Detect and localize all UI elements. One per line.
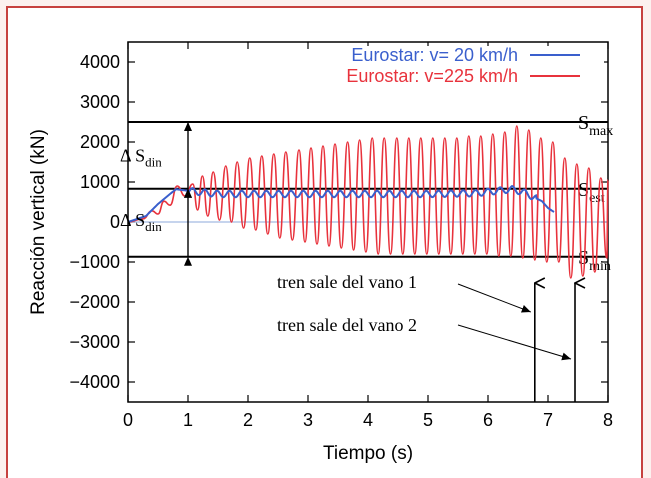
y-tick-label: 1000 <box>80 172 120 192</box>
legend: Eurostar: v= 20 km/h Eurostar: v=225 km/… <box>310 45 604 90</box>
y-tick-label: −3000 <box>69 332 120 352</box>
y-tick-label: 3000 <box>80 92 120 112</box>
x-tick-label: 5 <box>423 410 433 430</box>
x-tick-label: 8 <box>603 410 613 430</box>
x-tick-label: 3 <box>303 410 313 430</box>
label-bg-vano-1 <box>275 268 451 294</box>
y-tick-label: −4000 <box>69 372 120 392</box>
x-tick-label: 4 <box>363 410 373 430</box>
x-tick-label: 7 <box>543 410 553 430</box>
legend-background <box>310 46 604 90</box>
delta-s-din-label-lower: Δ Sdin <box>120 210 162 234</box>
annotation-tren-sale-vano-1: tren sale del vano 1 <box>277 272 417 292</box>
pointer-arrow-vano-1 <box>457 283 531 313</box>
pointer-arrow-vano-2 <box>457 324 572 361</box>
series-line-225kmh <box>127 125 609 279</box>
y-tick-label: −1000 <box>69 252 120 272</box>
y-axis-ticks: 4000 3000 2000 1000 0 −1000 −2000 −3000 −4000 <box>69 52 608 392</box>
x-axis-ticks: 0 1 2 3 4 5 6 7 8 <box>123 42 613 430</box>
annotation-tren-sale-vano-2: tren sale del vano 2 <box>277 315 417 335</box>
series-line-20kmh <box>127 184 555 223</box>
reference-lines: Smax Sest Smin <box>128 112 613 274</box>
x-tick-label: 1 <box>183 410 193 430</box>
y-tick-label: 2000 <box>80 132 120 152</box>
y-tick-label: −2000 <box>69 292 120 312</box>
label-bg-vano-2 <box>275 311 451 337</box>
reference-label-smax: Smax <box>578 112 613 139</box>
reference-label-smin: Smin <box>578 247 611 274</box>
delta-s-din-label-upper: Δ Sdin <box>120 145 162 169</box>
y-axis-label: Reacción vertical (kN) <box>28 129 49 315</box>
legend-label-225kmh: Eurostar: v=225 km/h <box>346 66 518 86</box>
legend-label-20kmh: Eurostar: v= 20 km/h <box>351 45 518 65</box>
reference-label-sest: Sest <box>578 179 605 206</box>
x-tick-label: 0 <box>123 410 133 430</box>
x-tick-label: 6 <box>483 410 493 430</box>
y-tick-label: 0 <box>110 212 120 232</box>
x-tick-label: 2 <box>243 410 253 430</box>
y-tick-label: 4000 <box>80 52 120 72</box>
x-axis-label: Tiempo (s) <box>323 443 413 464</box>
annotations: Δ Sdin Δ Sdin tren sale del vano 1 tren … <box>120 122 575 402</box>
